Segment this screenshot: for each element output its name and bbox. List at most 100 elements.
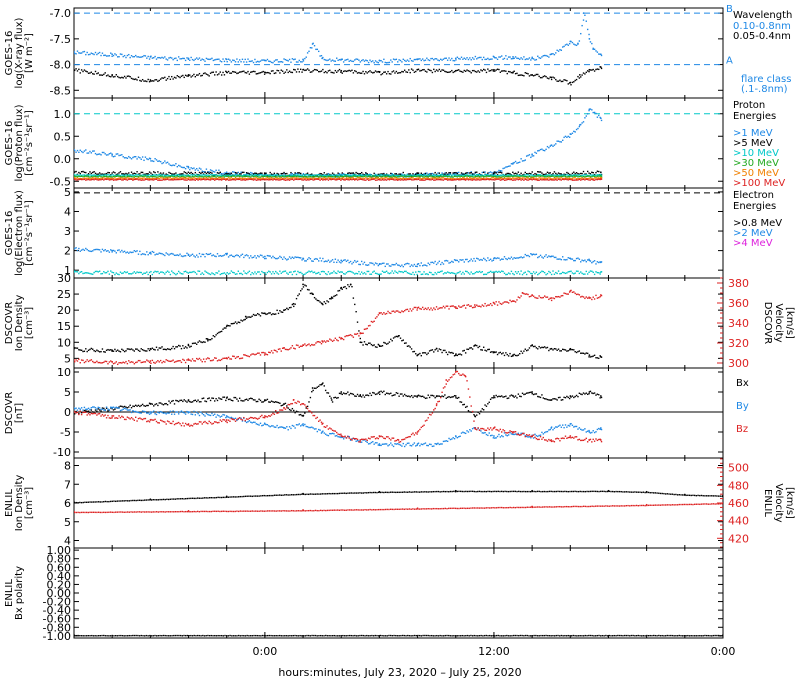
data-point: [419, 70, 420, 71]
data-point: [531, 345, 533, 347]
data-point: [574, 44, 575, 45]
data-point: [364, 272, 365, 273]
data-point: [550, 77, 552, 79]
data-point: [82, 351, 83, 352]
data-point: [465, 175, 466, 176]
data-point: [537, 274, 538, 275]
data-point: [272, 176, 273, 177]
data-point: [149, 272, 150, 273]
data-point: [511, 175, 512, 176]
data-point: [328, 340, 329, 341]
data-point: [361, 261, 362, 262]
data-point: [206, 73, 207, 74]
data-point: [502, 59, 503, 60]
data-point: [271, 350, 272, 351]
data-point: [533, 75, 534, 76]
data-point: [545, 149, 546, 150]
data-point: [177, 179, 178, 180]
data-point: [554, 54, 555, 55]
data-point: [591, 43, 592, 44]
data-point: [215, 174, 216, 175]
data-point: [464, 179, 465, 180]
data-point: [208, 254, 209, 255]
data-point: [563, 349, 564, 350]
data-point: [545, 178, 546, 179]
data-point: [123, 179, 124, 180]
data-point: [172, 346, 173, 347]
data-point: [149, 81, 150, 82]
data-point: [591, 299, 592, 300]
data-point: [220, 360, 221, 361]
data-point: [192, 173, 193, 174]
data-point: [153, 272, 154, 273]
data-point: [476, 345, 477, 346]
data-point: [387, 272, 388, 273]
data-point: [161, 177, 162, 178]
data-point: [213, 273, 214, 274]
data-point: [307, 173, 308, 174]
data-point: [466, 174, 467, 175]
data-point: [530, 176, 531, 177]
data-point: [251, 257, 252, 258]
data-point: [117, 56, 118, 57]
data-point: [434, 71, 435, 72]
data-point: [110, 176, 111, 177]
data-point: [224, 254, 225, 255]
data-point: [371, 321, 372, 322]
data-point: [325, 59, 326, 60]
data-point: [160, 172, 161, 173]
data-point: [425, 308, 426, 309]
data-point: [143, 176, 144, 177]
data-point: [584, 353, 585, 354]
data-point: [263, 71, 264, 72]
data-point: [199, 340, 200, 341]
data-point: [407, 59, 408, 60]
data-point: [146, 179, 147, 180]
data-point: [347, 284, 348, 285]
data-point: [195, 76, 196, 77]
data-point: [452, 72, 453, 73]
data-point: [124, 76, 125, 77]
data-point: [519, 162, 520, 163]
data-point: [111, 272, 112, 273]
data-point: [331, 296, 333, 298]
data-point: [135, 348, 136, 349]
data-point: [508, 257, 509, 258]
data-point: [105, 361, 106, 362]
data-point: [283, 73, 284, 74]
data-point: [124, 351, 125, 352]
data-point: [189, 179, 190, 180]
data-point: [99, 175, 100, 176]
data-point: [536, 59, 537, 60]
data-point: [111, 74, 113, 76]
data-point: [107, 74, 108, 75]
data-point: [322, 69, 323, 70]
data-point: [310, 177, 311, 178]
data-point: [236, 323, 237, 324]
data-point: [314, 178, 315, 179]
data-point: [319, 257, 320, 258]
right-y-tick-label: 300: [728, 357, 749, 370]
data-point: [294, 256, 295, 257]
data-point: [328, 177, 329, 178]
data-point: [527, 174, 528, 175]
data-point: [500, 272, 501, 273]
data-point: [502, 179, 503, 180]
data-point: [225, 175, 226, 176]
data-point: [407, 176, 408, 177]
data-point: [297, 61, 298, 62]
data-point: [448, 272, 449, 273]
data-point: [414, 307, 415, 308]
data-point: [577, 271, 578, 272]
data-point: [186, 359, 187, 360]
data-point: [86, 52, 87, 53]
data-point: [369, 262, 370, 263]
data-point: [500, 178, 501, 179]
data-point: [239, 256, 240, 257]
data-point: [326, 176, 327, 177]
data-point: [508, 174, 509, 175]
data-point: [217, 179, 218, 180]
data-point: [330, 178, 331, 179]
data-point: [508, 302, 509, 303]
data-point: [590, 179, 591, 180]
